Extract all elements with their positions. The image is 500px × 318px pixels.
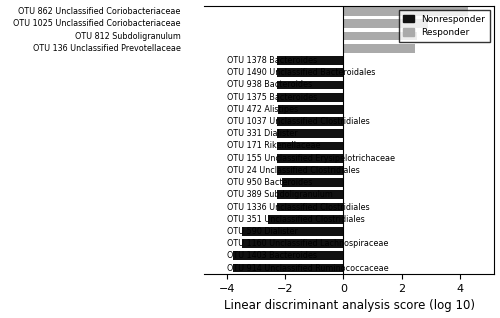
Text: OTU 812 Subdoligranulum: OTU 812 Subdoligranulum [75, 31, 181, 41]
Text: OTU 24 Unclassified Clostridiales: OTU 24 Unclassified Clostridiales [228, 166, 360, 175]
Text: OTU 950 Bacteroides: OTU 950 Bacteroides [228, 178, 312, 187]
Bar [233, 252, 344, 260]
Text: OTU 590 Dialister: OTU 590 Dialister [228, 227, 298, 236]
Text: OTU 938 Bacteroides: OTU 938 Bacteroides [228, 80, 312, 89]
Text: OTU 1490 Unclassified Bacteroidales: OTU 1490 Unclassified Bacteroidales [228, 68, 376, 77]
Text: OTU 862 Unclassified Coriobacteriaceae: OTU 862 Unclassified Coriobacteriaceae [18, 7, 181, 16]
Text: OTU 155 Unclassified Erysipelotrichaceae: OTU 155 Unclassified Erysipelotrichaceae [228, 154, 396, 163]
Text: OTU 1375 Bacteroides: OTU 1375 Bacteroides [228, 93, 318, 102]
Bar [276, 68, 344, 77]
Bar [276, 93, 344, 101]
Bar [276, 129, 344, 138]
Bar [276, 203, 344, 211]
Bar [276, 80, 344, 89]
Text: OTU 136 Unclassified Prevotellaceae: OTU 136 Unclassified Prevotellaceae [33, 44, 181, 53]
Bar [344, 19, 427, 28]
Text: OTU 472 Alistipes: OTU 472 Alistipes [228, 105, 298, 114]
Text: OTU 389 Subdoligranulum: OTU 389 Subdoligranulum [228, 190, 333, 199]
Bar [344, 7, 468, 16]
Legend: Nonresponder, Responder: Nonresponder, Responder [399, 10, 490, 42]
Text: OTU 331 Dialister: OTU 331 Dialister [228, 129, 298, 138]
Text: OTU 1160 Unclassified Lachnospiraceae: OTU 1160 Unclassified Lachnospiraceae [228, 239, 388, 248]
Bar [242, 227, 344, 236]
Bar [276, 142, 344, 150]
Bar [276, 117, 344, 126]
Bar [276, 56, 344, 65]
Bar [276, 154, 344, 162]
Text: OTU 1378 Bacteroides: OTU 1378 Bacteroides [228, 56, 318, 65]
Text: OTU 1037 Unclassified Clostridiales: OTU 1037 Unclassified Clostridiales [228, 117, 370, 126]
Text: OTU 914 Unclassified Ruminococcaceae: OTU 914 Unclassified Ruminococcaceae [228, 264, 389, 273]
Bar [344, 44, 414, 53]
Bar [268, 215, 344, 224]
Text: OTU 1403 Bacteroides: OTU 1403 Bacteroides [228, 251, 318, 260]
Text: OTU 1025 Unclassified Coriobacteriaceae: OTU 1025 Unclassified Coriobacteriaceae [14, 19, 181, 28]
X-axis label: Linear discriminant analysis score (log 10): Linear discriminant analysis score (log … [224, 300, 475, 313]
Bar [276, 190, 344, 199]
Bar [282, 178, 344, 187]
Bar [242, 239, 344, 248]
Text: OTU 1336 Unclassified Clostridiales: OTU 1336 Unclassified Clostridiales [228, 203, 370, 211]
Bar [276, 166, 344, 175]
Bar [344, 32, 417, 40]
Bar [233, 264, 344, 273]
Text: OTU 171 Rikenellaceae: OTU 171 Rikenellaceae [228, 142, 321, 150]
Text: OTU 351 Unclassified Clostridiales: OTU 351 Unclassified Clostridiales [228, 215, 365, 224]
Bar [278, 105, 344, 114]
